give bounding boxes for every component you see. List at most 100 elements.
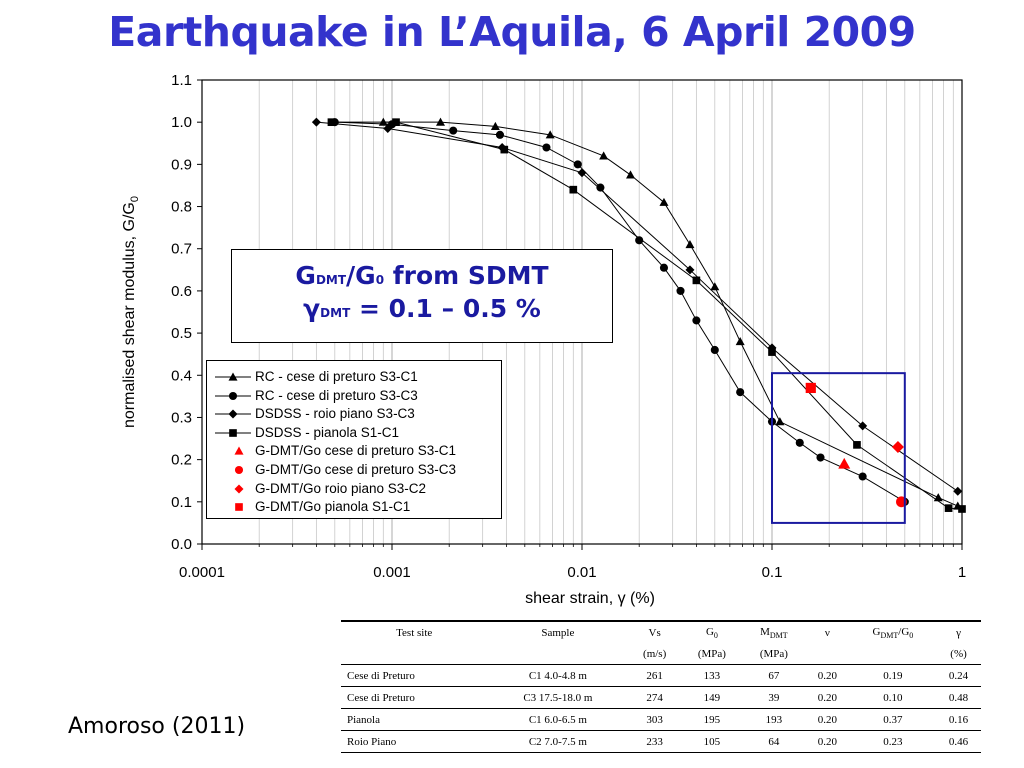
data-point	[692, 276, 701, 285]
data-point	[685, 265, 695, 275]
y-tick-label: 0.0	[171, 536, 192, 553]
data-point	[953, 486, 963, 496]
data-point	[228, 372, 238, 381]
table-cell: 0.48	[936, 686, 981, 709]
legend-item: DSDSS - roio piano S3-C3	[207, 405, 497, 423]
table-cell: 105	[680, 730, 743, 753]
data-point	[327, 118, 336, 127]
data-point	[710, 345, 719, 355]
data-point	[596, 183, 605, 192]
data-point	[768, 348, 776, 356]
data-point	[545, 130, 555, 139]
y-tick-label: 1.1	[171, 72, 192, 89]
data-point	[599, 151, 609, 160]
data-point	[838, 457, 851, 469]
legend-swatch	[215, 428, 251, 437]
data-point	[805, 382, 816, 394]
legend-item: G-DMT/Go cese di preturo S3-C3	[207, 461, 497, 479]
data-series	[378, 117, 963, 510]
table-row: Pianola C1 6.0-6.5 m 303 195 193 0.20 0.37 0.16	[341, 708, 981, 731]
data-point	[958, 505, 966, 513]
data-point	[383, 124, 393, 134]
table-cell: 0.46	[936, 730, 981, 753]
y-tick-label: 0.3	[171, 409, 192, 426]
y-tick-label: 0.4	[171, 367, 192, 384]
data-point	[573, 160, 582, 169]
data-point	[490, 121, 500, 130]
table-cell: 303	[628, 708, 681, 731]
data-point	[775, 417, 785, 426]
table-cell: 0.23	[849, 730, 937, 753]
data-series	[891, 440, 904, 453]
data-point	[659, 197, 669, 206]
table-cell: 0.20	[804, 686, 850, 709]
legend-label: RC - cese di preturo S3-C3	[255, 387, 418, 403]
data-series	[805, 382, 816, 394]
legend-label: G-DMT/Go cese di preturo S3-C3	[255, 462, 457, 477]
legend-label: G-DMT/Go roio piano S3-C2	[255, 480, 427, 496]
legend-label: RC - cese di preturo S3-C1	[255, 369, 418, 384]
y-tick-label: 0.1	[171, 494, 192, 511]
table-unit-cell	[849, 644, 937, 665]
legend-item: G-DMT/Go roio piano S3-C2	[207, 480, 497, 498]
data-point	[500, 145, 509, 154]
data-point	[858, 472, 867, 481]
legend-item: RC - cese di preturo S3-C1	[207, 368, 497, 386]
table-cell: 0.24	[936, 664, 981, 687]
dmt-callout-box: GDMT/G0 from SDMT γDMT = 0.1 – 0.5 %	[231, 249, 613, 343]
table-cell: 261	[628, 664, 681, 687]
table-row: Cese di Preturo C3 17.5-18.0 m 274 149 39 0.2…	[341, 686, 981, 709]
table-header-row: Test site Sample Vs G0 MDMT ν GDMT/G0 γ	[341, 621, 981, 644]
y-tick-label: 0.9	[171, 156, 192, 173]
table-cell: 0.19	[849, 664, 937, 687]
y-tick-label: 1.0	[171, 114, 192, 131]
table-cell: 0.10	[849, 686, 937, 709]
data-point	[933, 493, 943, 502]
table-cell: 67	[742, 664, 805, 687]
table-cell: C1 4.0-4.8 m	[487, 664, 629, 687]
table-unit-cell	[487, 644, 629, 665]
data-point	[858, 421, 868, 431]
legend-swatch	[235, 503, 243, 512]
x-tick-label: 0.1	[762, 564, 783, 581]
legend-label: G-DMT/Go pianola S1-C1	[255, 499, 411, 515]
y-tick-label: 0.2	[171, 452, 192, 469]
data-point	[311, 117, 321, 127]
legend-item: G-DMT/Go cese di preturo S3-C1	[207, 442, 497, 460]
data-series	[838, 457, 851, 469]
legend-label: DSDSS - roio piano S3-C3	[255, 406, 415, 422]
y-axis-label: normalised shear modulus, G/G0	[121, 196, 142, 428]
legend-swatch	[234, 484, 244, 494]
data-point	[710, 282, 720, 291]
table-header-cell: G0	[705, 625, 718, 641]
data-series	[327, 118, 966, 513]
citation: Amoroso (2011)	[68, 714, 246, 739]
table-header-cell: MDMT	[760, 625, 788, 641]
series-line	[316, 121, 959, 492]
data-point	[569, 185, 578, 194]
table-cell: C2 7.0-7.5 m	[487, 730, 629, 753]
table-header-cell: Vs	[648, 627, 661, 639]
table-cell: 193	[742, 708, 805, 731]
table-cell: 39	[742, 686, 805, 709]
table-cell: 133	[680, 664, 743, 687]
data-point	[692, 316, 701, 325]
data-point	[635, 236, 644, 245]
data-point	[816, 453, 825, 462]
table-cell: C1 6.0-6.5 m	[487, 708, 629, 731]
table-header-cell: GDMT/G0	[872, 625, 914, 641]
table-cell: Cese di Preturo	[341, 686, 488, 709]
highlight-box	[771, 372, 906, 524]
data-point	[229, 428, 237, 437]
data-point	[944, 504, 953, 512]
table-row: Cese di Preturo C1 4.0-4.8 m 261 133 67 0.20 0…	[341, 664, 981, 687]
table-unit-cell: (m/s)	[628, 644, 681, 665]
data-point	[449, 126, 458, 135]
highlight-region	[771, 372, 906, 524]
data-point	[676, 286, 685, 295]
slide-title: Earthquake in L’Aquila, 6 April 2009	[108, 8, 916, 56]
series-line	[334, 121, 906, 503]
table-cell: Pianola	[341, 708, 488, 731]
table-unit-cell: (%)	[936, 644, 981, 665]
legend-swatch	[234, 465, 244, 475]
